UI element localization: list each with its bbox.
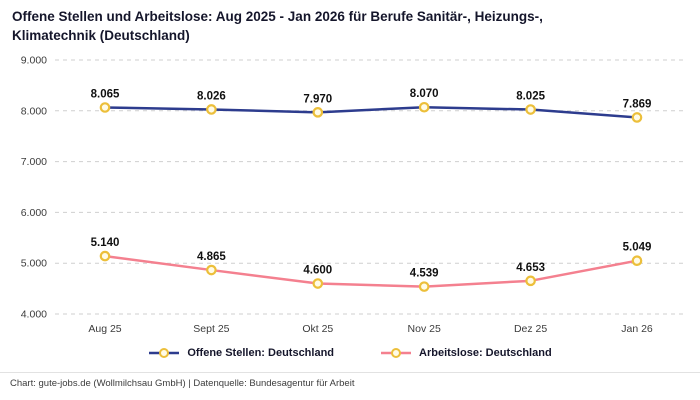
- chart-area: 9.000 8.000 7.000 6.000 5.000 4.000 Aug 25 Sept…: [0, 48, 700, 340]
- data-point[interactable]: [418, 281, 430, 292]
- series-line: [104, 254, 638, 288]
- data-point-label: 8.070: [410, 88, 439, 100]
- data-point[interactable]: [312, 106, 324, 118]
- y-tick-label: 4.000: [21, 308, 47, 320]
- data-point-label: 7.869: [623, 98, 652, 110]
- legend-label-unemployed: Arbeitslose: Deutschland: [419, 346, 552, 359]
- data-point-label: 4.600: [303, 264, 332, 276]
- x-tick-label: Nov 25: [408, 323, 441, 335]
- data-point-label: 8.065: [91, 88, 120, 100]
- data-point-label: 4.539: [410, 267, 439, 279]
- chart-title-line2: Klimatechnik (Deutschland): [12, 27, 190, 43]
- data-point-label: 5.140: [91, 237, 120, 249]
- data-point[interactable]: [418, 101, 430, 113]
- data-point-label: 5.049: [623, 241, 652, 253]
- legend-item-unemployed[interactable]: Arbeitslose: Deutschland: [380, 347, 552, 359]
- legend-item-open-positions[interactable]: Offene Stellen: Deutschland: [148, 347, 334, 359]
- x-tick-label: Jan 26: [621, 323, 653, 335]
- data-point[interactable]: [525, 275, 536, 286]
- data-point[interactable]: [206, 264, 217, 276]
- series-line: [104, 105, 638, 119]
- x-tick-label: Okt 25: [302, 323, 333, 335]
- data-point[interactable]: [525, 104, 536, 115]
- data-point-label: 7.970: [303, 93, 332, 105]
- data-point-label: 4.653: [516, 262, 545, 274]
- data-point[interactable]: [99, 101, 111, 113]
- y-tick-label: 6.000: [21, 207, 47, 219]
- legend-label-open-positions: Offene Stellen: Deutschland: [187, 346, 335, 359]
- y-tick-label: 5.000: [21, 257, 47, 269]
- line-chart: 9.000 8.000 7.000 6.000 5.000 4.000 Aug 25 Sept…: [21, 54, 686, 335]
- data-point[interactable]: [631, 111, 643, 123]
- data-point-label: 4.865: [197, 251, 226, 263]
- chart-title: Offene Stellen und Arbeitslose: Aug 2025…: [0, 0, 700, 48]
- chart-title-line1: Offene Stellen und Arbeitslose: Aug 2025…: [12, 9, 543, 24]
- data-point[interactable]: [312, 278, 324, 289]
- data-point-label: 8.026: [197, 90, 226, 102]
- x-tick-label: Dez 25: [514, 323, 547, 335]
- x-tick-label: Aug 25: [88, 323, 121, 335]
- y-tick-label: 9.000: [21, 54, 47, 66]
- data-point[interactable]: [631, 255, 643, 266]
- attribution-text: Chart: gute-jobs.de (Wollmilchsau GmbH) …: [10, 377, 355, 389]
- attribution-footer: Chart: gute-jobs.de (Wollmilchsau GmbH) …: [0, 371, 700, 389]
- x-tick-label: Sept 25: [193, 323, 229, 335]
- legend-dot-unemployed: [391, 347, 402, 358]
- y-tick-label: 7.000: [21, 156, 47, 168]
- legend-marker-open-positions: [149, 347, 180, 358]
- legend: Offene Stellen: Deutschland Arbeitslose:…: [0, 340, 700, 366]
- legend-dot-open: [159, 347, 170, 358]
- data-point-label: 8.025: [516, 90, 545, 102]
- legend-marker-unemployed: [381, 347, 412, 358]
- data-point[interactable]: [99, 250, 111, 262]
- y-tick-label: 8.000: [21, 105, 47, 117]
- data-point[interactable]: [206, 103, 217, 115]
